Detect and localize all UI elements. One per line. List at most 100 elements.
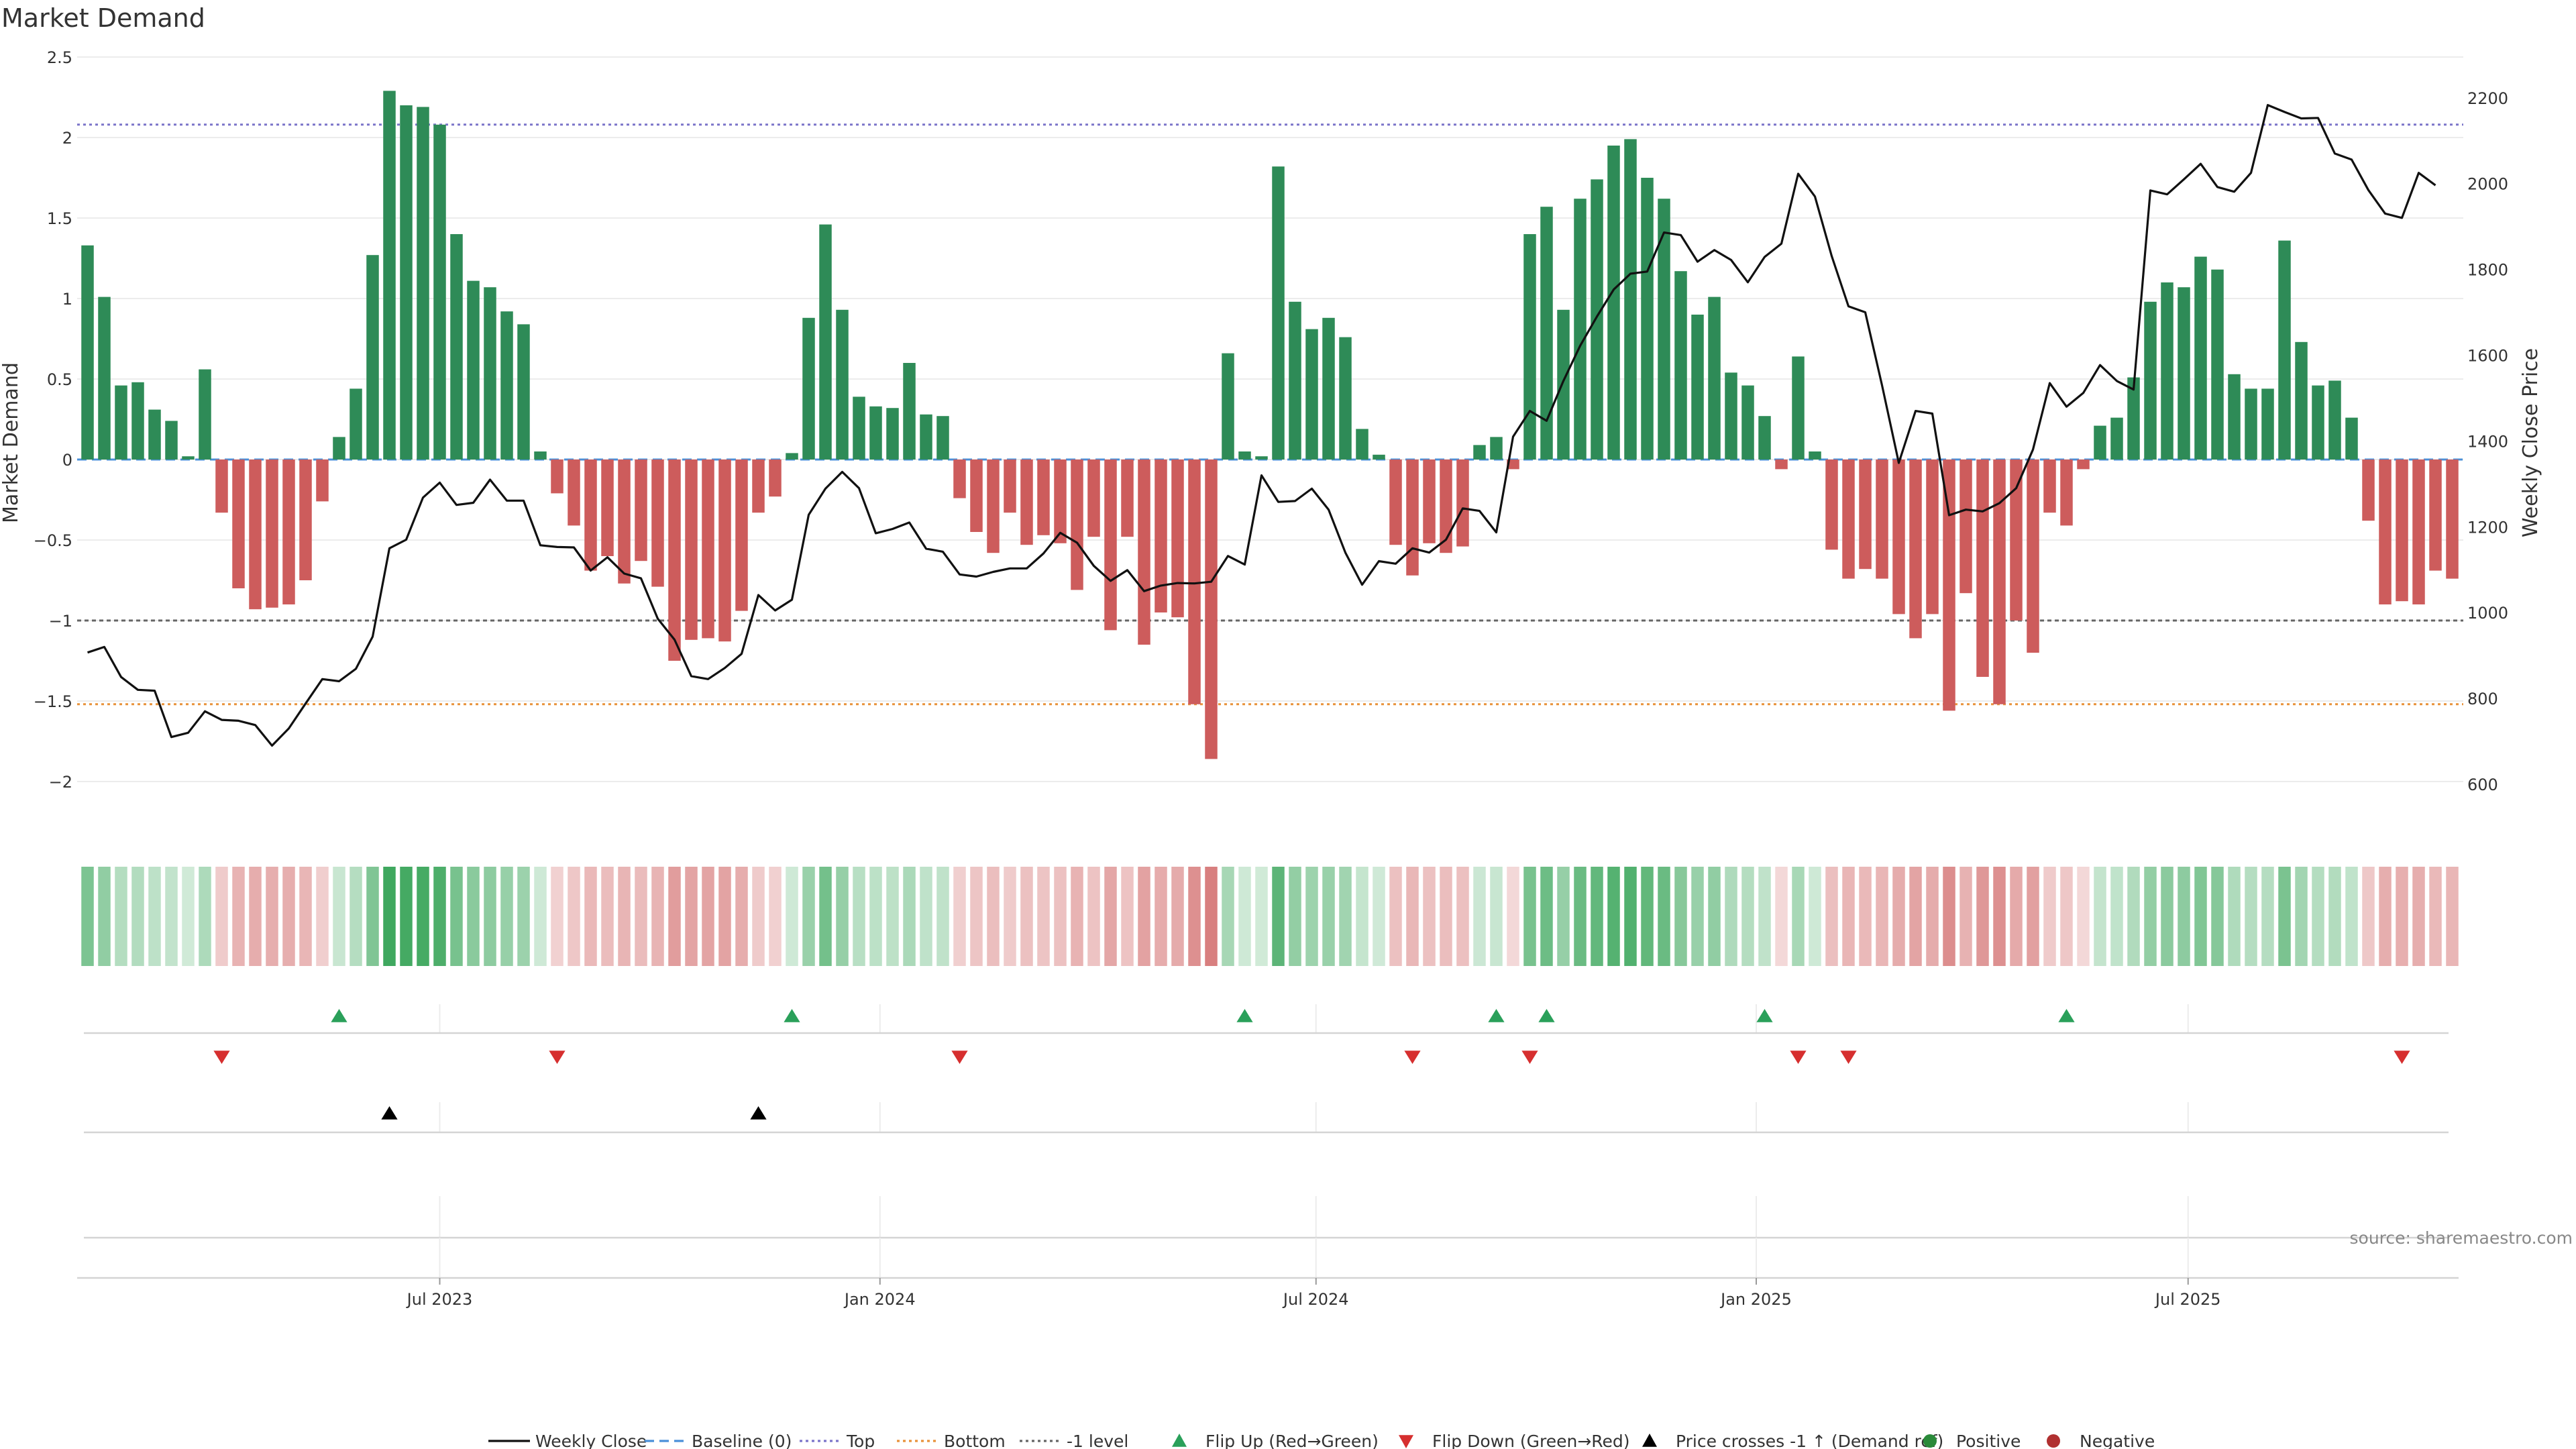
demand-bar [920, 414, 932, 460]
demand-bar [215, 460, 228, 513]
heat-cell [2094, 867, 2106, 966]
y-tick-label: −1.5 [34, 692, 72, 711]
heat-cell [366, 867, 379, 966]
demand-bar [1054, 460, 1067, 543]
y2-tick-label: 1400 [2467, 432, 2508, 451]
source-note: source: sharemaestro.com [2350, 1228, 2573, 1248]
legend-label: Bottom [944, 1432, 1006, 1449]
heat-cell [1037, 867, 1050, 966]
demand-bar [886, 408, 899, 460]
demand-bar [601, 460, 614, 556]
heat-cell [383, 867, 396, 966]
demand-bar [853, 396, 865, 460]
heat-cell [199, 867, 211, 966]
demand-bar [1708, 297, 1721, 460]
demand-bar [953, 460, 966, 498]
demand-bar [1842, 460, 1855, 579]
demand-bar [1339, 337, 1352, 460]
heat-cell [953, 867, 966, 966]
demand-bar [568, 460, 580, 526]
demand-bar [1741, 385, 1754, 460]
heat-cell [1892, 867, 1905, 966]
flip-down-marker [2394, 1051, 2410, 1064]
demand-bar [836, 309, 849, 460]
legend-label: Flip Down (Green→Red) [1432, 1432, 1630, 1449]
demand-bars [81, 91, 2459, 759]
flip-up-marker [1756, 1009, 1773, 1022]
heat-cell [1004, 867, 1016, 966]
demand-bar [1305, 329, 1318, 460]
demand-bar [2295, 341, 2308, 460]
heat-cell [1792, 867, 1805, 966]
demand-bar [1892, 460, 1905, 614]
y-tick-label: 1.5 [47, 209, 72, 228]
heat-cell [2278, 867, 2291, 966]
legend-swatch [2047, 1434, 2060, 1448]
legend-swatch [1172, 1434, 1187, 1447]
demand-bar [1188, 460, 1201, 704]
demand-bar [1658, 199, 1670, 460]
demand-heat-strip [81, 867, 2459, 966]
weekly-close-line [87, 104, 2436, 747]
flip-down-marker [1840, 1051, 1857, 1064]
heat-cell [1121, 867, 1134, 966]
heat-cell [551, 867, 564, 966]
legend-label: Negative [2080, 1432, 2155, 1449]
heat-cell [1876, 867, 1888, 966]
heat-cell [769, 867, 782, 966]
heat-cell [1725, 867, 1737, 966]
heat-cell [81, 867, 94, 966]
demand-bar [2345, 417, 2358, 460]
heat-cell [1087, 867, 1100, 966]
demand-bar [551, 460, 564, 494]
heat-cell [2295, 867, 2308, 966]
y2-tick-label: 1000 [2467, 604, 2508, 623]
heat-cell [467, 867, 480, 966]
heat-cell [1155, 867, 1167, 966]
heat-cell [131, 867, 144, 966]
demand-bar [2312, 385, 2324, 460]
heat-cell [1574, 867, 1587, 966]
demand-bar [148, 409, 161, 460]
flip-up-marker [331, 1009, 347, 1022]
heat-cell [735, 867, 748, 966]
y-axis-label: Market Demand [0, 362, 23, 523]
heat-cell [601, 867, 614, 966]
flip-up-marker [1488, 1009, 1505, 1022]
demand-bar [1909, 460, 1922, 639]
heat-cell [853, 867, 865, 966]
heat-cell [1322, 867, 1335, 966]
demand-bar [400, 105, 413, 460]
y2-tick-label: 600 [2467, 775, 2498, 794]
heat-cell [1473, 867, 1486, 966]
heat-cell [2027, 867, 2039, 966]
heat-cell [1960, 867, 1972, 966]
heat-cell [1591, 867, 1603, 966]
demand-bar [802, 317, 815, 460]
heat-cell [1976, 867, 1989, 966]
demand-bar [769, 460, 782, 497]
price-cross-marker [750, 1106, 767, 1120]
demand-bar [1792, 356, 1805, 460]
demand-bar [1591, 179, 1603, 460]
heat-cell [1272, 867, 1285, 966]
heat-cell [802, 867, 815, 966]
flip-down-marker [1404, 1051, 1421, 1064]
heat-cell [1624, 867, 1637, 966]
heat-cell [1691, 867, 1704, 966]
heat-cell [1943, 867, 1955, 966]
demand-bar [1004, 460, 1016, 513]
demand-bar [1104, 460, 1117, 631]
y-tick-label: −1 [49, 612, 72, 631]
heat-cell [936, 867, 949, 966]
demand-bar [936, 416, 949, 460]
demand-bar [534, 451, 547, 460]
demand-bar [1691, 315, 1704, 460]
demand-bar [517, 324, 530, 460]
heat-cell [1456, 867, 1469, 966]
heat-cell [165, 867, 178, 966]
demand-bar [1322, 317, 1335, 460]
heat-cell [836, 867, 849, 966]
demand-bar [2161, 282, 2174, 460]
heat-cell [1708, 867, 1721, 966]
